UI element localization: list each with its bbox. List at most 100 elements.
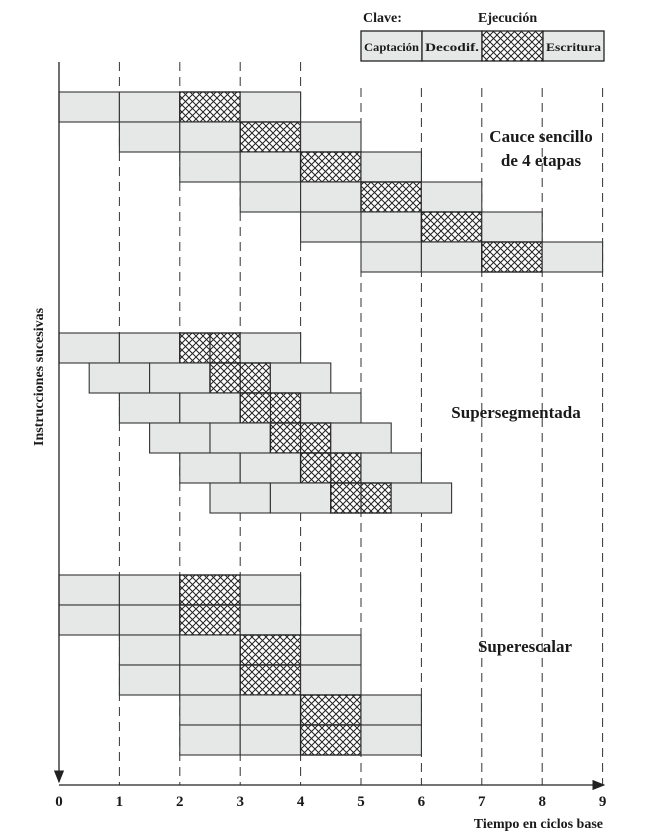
stage-fetch [179,694,241,726]
legend-execution-label: Ejecución [478,11,537,26]
stage-decode [179,392,241,424]
stage-fetch [118,634,181,666]
instruction-row [149,422,392,454]
stage-write [360,151,422,183]
stage-fetch [239,181,302,213]
legend-cell-write [542,30,605,62]
stage-decode [239,724,302,756]
legend: Clave: Ejecución Captación Decodif. Escrit… [360,11,605,62]
stage-fetch [58,574,120,606]
stage-execute [299,694,362,726]
stage-decode [179,121,241,153]
x-tick-label: 5 [357,794,365,810]
stage-decode [239,694,302,726]
instruction-row [179,724,422,756]
stage-execute [239,664,302,696]
stage-fetch [118,121,181,153]
instruction-row [118,121,362,153]
stage-write [330,422,392,454]
section-2: Superescalar [58,574,573,756]
stage-execute [179,604,241,636]
x-tick-label: 3 [236,794,244,810]
stage-fetch [58,91,120,123]
stage-decode [118,574,181,606]
stage-write [300,392,362,424]
stage-fetch [58,332,120,364]
stage-write [269,362,332,394]
stage-fetch [179,724,241,756]
section-1: Supersegmentada [58,332,581,514]
instruction-row [179,452,422,484]
stage-decode [269,482,332,514]
legend-cell-execute [481,30,544,62]
stage-execute [420,211,483,243]
stage-decode [209,422,271,454]
legend-title: Clave: [363,11,402,26]
instruction-row [118,392,362,424]
section-title: Cauce sencillo [489,127,592,146]
section-title: Superescalar [478,637,573,656]
stage-write [239,604,302,636]
stage-decode [239,452,302,484]
stage-execute [299,724,362,756]
stage-decode [118,91,181,123]
x-tick-labels: 0 1 2 3 4 5 6 7 8 9 [55,794,606,810]
stage-write [300,664,362,696]
stage-decode [360,211,422,243]
stage-write [360,724,422,756]
stage-write [390,482,453,514]
stage-fetch [118,392,181,424]
stage-fetch [118,664,181,696]
stage-write [420,181,483,213]
stage-decode [420,241,483,273]
stage-write [239,91,302,123]
stage-fetch [179,151,241,183]
x-tick-label: 1 [116,794,124,810]
x-tick-label: 4 [297,794,305,810]
instruction-row [58,604,302,636]
stage-fetch [209,482,271,514]
legend-cell-decode [421,30,483,62]
stage-decode [179,634,241,666]
stage-fetch [360,241,422,273]
instruction-row [58,574,302,606]
instruction-row [360,241,604,273]
section-title: Supersegmentada [451,403,581,422]
stage-fetch [300,211,362,243]
stage-write [360,452,422,484]
legend-cell-fetch [360,30,423,62]
stage-decode [179,664,241,696]
stage-write [541,241,604,273]
stage-decode [118,604,181,636]
stage-write [300,634,362,666]
instruction-row [88,362,332,394]
stage-decode [118,332,181,364]
instruction-row [118,634,362,666]
instruction-row [179,694,422,726]
stage-execute [179,574,241,606]
section-0: Cauce sencillo de 4 etapas [58,91,604,273]
stage-execute [299,151,362,183]
stage-execute [481,241,543,273]
stage-execute [179,91,241,123]
stage-fetch [58,604,120,636]
stage-write [360,694,422,726]
y-axis-label: Instrucciones sucesivas [32,307,47,446]
x-tick-label: 6 [418,794,426,810]
stage-write [481,211,543,243]
stage-fetch [88,362,151,394]
stage-fetch [149,422,211,454]
legend-label-write: Escritura [546,40,601,54]
x-axis-label: Tiempo en ciclos base [474,817,603,832]
x-tick-label: 8 [538,794,546,810]
instruction-row [209,482,453,514]
x-tick-label: 9 [599,794,607,810]
stage-write [300,121,362,153]
x-tick-label: 0 [55,794,63,810]
stage-execute [239,634,302,666]
legend-label-fetch: Captación [364,40,419,54]
instruction-row [58,91,302,123]
legend-label-decode: Decodif. [425,40,479,54]
stage-write [239,332,302,364]
